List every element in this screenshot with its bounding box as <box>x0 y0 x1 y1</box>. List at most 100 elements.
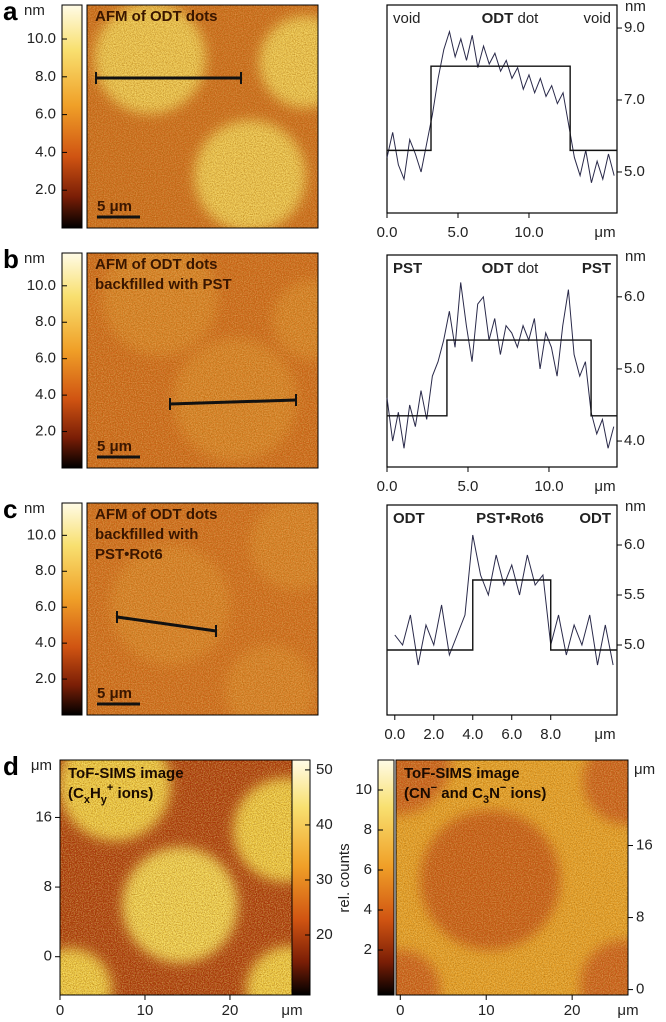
panel-letter: a <box>3 0 18 26</box>
profile-annotation: ODT dot <box>482 260 540 277</box>
colorbar-tick-label: 20 <box>316 926 333 943</box>
y-tick-label: 6.0 <box>624 536 645 553</box>
profile-annotation: PST <box>393 260 422 277</box>
x-tick-label: 0.0 <box>384 726 405 743</box>
afm-frame <box>86 502 319 716</box>
colorbar-tick-label: 6.0 <box>35 598 56 615</box>
x-axis-label: μm <box>594 478 615 495</box>
title-part: − <box>500 782 506 794</box>
annotation-part: void <box>393 10 421 27</box>
x-tick-label: 0 <box>56 1002 64 1019</box>
afm-title: AFM of ODT dots <box>95 256 217 273</box>
afm-image <box>87 253 318 468</box>
afm-title: PST•Rot6 <box>95 546 163 563</box>
colorbar <box>61 502 83 716</box>
afm-title: backfilled with <box>95 526 198 543</box>
x-tick-label: 20 <box>564 1002 581 1019</box>
colorbar-label: nm <box>24 250 45 267</box>
tof-image <box>60 760 292 995</box>
colorbar-tick-label: 4 <box>364 901 372 918</box>
y-axis-label: nm <box>625 248 646 265</box>
colorbar-tick-label: 50 <box>316 761 333 778</box>
afm-frame <box>86 252 319 469</box>
x-tick-label: 2.0 <box>423 726 444 743</box>
title-part: y <box>101 794 108 806</box>
title-part: H <box>90 785 101 802</box>
y-tick-label: 16 <box>636 837 653 854</box>
title-part: x <box>84 794 91 806</box>
x-axis-label: μm <box>281 1002 302 1019</box>
colorbar-tick-label: 6.0 <box>35 350 56 367</box>
colorbar-tick-label: 8.0 <box>35 313 56 330</box>
colorbar <box>61 252 83 469</box>
tof-title: (CN− and C3N− ions) <box>404 782 546 806</box>
tof-title: (CxHy+ ions) <box>68 782 153 806</box>
colorbar-tick-label: 8.0 <box>35 68 56 85</box>
colorbar-label: nm <box>24 2 45 19</box>
title-part: ions) <box>113 785 153 802</box>
y-axis-label: μm <box>634 761 655 778</box>
annotation-part: PST <box>393 260 422 277</box>
profile-annotation: PST <box>582 260 611 277</box>
profile-annotation: ODT <box>393 510 425 527</box>
plot-frame <box>386 4 618 214</box>
y-axis-label: nm <box>625 498 646 515</box>
x-tick-label: 8.0 <box>540 726 561 743</box>
scale-bar-label: 5 μm <box>97 438 132 455</box>
title-part: (CN <box>404 785 431 802</box>
x-tick-label: 5.0 <box>448 224 469 241</box>
afm-image <box>87 503 318 715</box>
profile-annotation: void <box>393 10 421 27</box>
tof-image <box>396 760 628 995</box>
profile-line <box>394 534 614 666</box>
tof-title: ToF-SIMS image <box>404 765 520 782</box>
x-tick-label: 10.0 <box>514 224 543 241</box>
x-tick-label: 0.0 <box>377 224 398 241</box>
title-part: + <box>107 782 113 794</box>
profile-line <box>386 29 615 183</box>
x-axis-label: μm <box>617 1002 638 1019</box>
y-tick-label: 4.0 <box>624 432 645 449</box>
x-tick-label: 20 <box>222 1002 239 1019</box>
annotation-part: ODT <box>482 260 514 277</box>
colorbar <box>61 4 83 229</box>
y-tick-label: 7.0 <box>624 91 645 108</box>
profile-line <box>386 282 615 449</box>
colorbar-tick-label: 10.0 <box>27 277 56 294</box>
colorbar-tick-label: 4.0 <box>35 386 56 403</box>
annotation-part: void <box>583 10 611 27</box>
annotation-part: ODT <box>482 10 514 27</box>
y-tick-label: 5.0 <box>624 163 645 180</box>
colorbar-tick-label: 4.0 <box>35 143 56 160</box>
plot-frame <box>386 254 618 468</box>
colorbar-tick-label: 8.0 <box>35 562 56 579</box>
y-tick-label: 0 <box>44 948 52 965</box>
colorbar-tick-label: 2.0 <box>35 670 56 687</box>
scale-bar-label: 5 μm <box>97 198 132 215</box>
colorbar-tick-label: 2 <box>364 941 372 958</box>
title-part: − <box>431 782 437 794</box>
afm-frame <box>86 4 319 229</box>
step-fit-line <box>387 579 617 651</box>
colorbar-tick-label: 8 <box>364 821 372 838</box>
x-tick-label: 10 <box>137 1002 154 1019</box>
title-part: and C <box>437 785 483 802</box>
y-tick-label: 5.0 <box>624 636 645 653</box>
annotation-part: dot <box>513 260 539 277</box>
profile-annotation: ODT dot <box>482 10 540 27</box>
colorbar-tick-label: 4.0 <box>35 634 56 651</box>
afm-title: AFM of ODT dots <box>95 8 217 25</box>
colorbar-tick-label: 6.0 <box>35 106 56 123</box>
x-tick-label: 0.0 <box>377 478 398 495</box>
x-axis-label: μm <box>594 726 615 743</box>
colorbar-tick-label: 40 <box>316 816 333 833</box>
colorbar-tick-label: 2.0 <box>35 181 56 198</box>
panel-letter: c <box>3 494 17 524</box>
annotation-part: PST•Rot6 <box>476 510 544 527</box>
colorbar-tick-label: 6 <box>364 861 372 878</box>
colorbar-tick-label: 30 <box>316 871 333 888</box>
x-tick-label: 10 <box>478 1002 495 1019</box>
x-tick-label: 6.0 <box>501 726 522 743</box>
y-tick-label: 6.0 <box>624 288 645 305</box>
